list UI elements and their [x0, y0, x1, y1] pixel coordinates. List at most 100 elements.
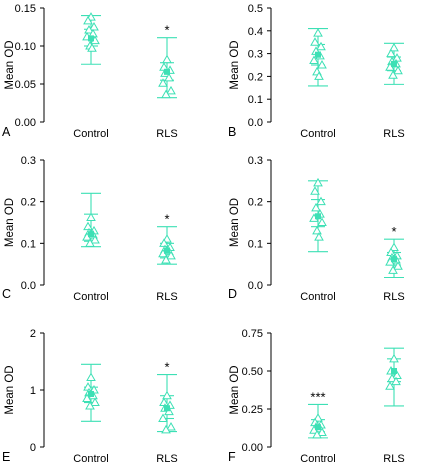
panel-b: 0.0 0.1 0.2 0.3 0.4 0.5 Mean OD B Control RLS — [228, 3, 405, 140]
data-point — [385, 381, 395, 390]
data-point — [388, 70, 398, 79]
y-tick-label: 0.25 — [242, 404, 263, 416]
group-control — [81, 363, 101, 422]
data-point — [388, 265, 398, 274]
data-point — [312, 429, 322, 439]
mean-marker — [164, 247, 170, 254]
y-tick-label: 0.1 — [248, 238, 263, 250]
x-tick-label: Control — [73, 291, 108, 303]
y-tick-label: 0.0 — [248, 117, 263, 129]
x-tick-label: RLS — [156, 291, 177, 303]
group-control: *** — [308, 389, 328, 439]
data-point — [389, 42, 399, 52]
data-point — [313, 177, 323, 187]
data-point — [82, 393, 92, 403]
group-control — [81, 12, 101, 65]
data-point — [90, 234, 100, 244]
data-point — [161, 424, 171, 434]
y-tick-label: 0.2 — [21, 197, 36, 209]
data-point — [161, 254, 171, 264]
data-point — [313, 28, 323, 37]
x-tick-label: RLS — [383, 128, 404, 140]
mean-marker — [315, 424, 321, 431]
panel-e: 0 1 2 Mean OD E Control RLS * — [2, 328, 178, 464]
data-point — [166, 422, 176, 431]
group-rls: * — [157, 23, 177, 99]
y-axis-label: Mean OD — [229, 198, 241, 247]
y-axis-label: Mean OD — [4, 40, 16, 89]
x-tick-label: RLS — [156, 128, 177, 140]
panel-f: 0.00 0.25 0.50 0.75 Mean OD F Control RLS *** — [228, 328, 405, 464]
x-tick-label: Control — [300, 128, 335, 140]
group-rls: * — [157, 360, 177, 434]
x-tick-label: Control — [73, 128, 108, 140]
panel-d: 0.0 0.1 0.2 0.3 Mean OD D Control RLS * — [228, 155, 405, 303]
significance-marker: * — [164, 23, 169, 38]
data-point — [391, 376, 401, 386]
data-point — [310, 186, 320, 195]
y-tick-label: 0.5 — [248, 3, 263, 15]
y-tick-label: 1 — [30, 385, 36, 397]
data-point — [316, 196, 326, 206]
panel-label: D — [228, 287, 237, 301]
y-tick-label: 0.75 — [242, 328, 263, 340]
data-point — [317, 427, 327, 437]
group-rls: * — [157, 212, 177, 265]
group-control — [308, 177, 328, 253]
y-tick-label: 0.00 — [242, 442, 263, 454]
data-point — [317, 59, 327, 69]
mean-marker — [391, 60, 397, 67]
y-tick-label: 0.3 — [248, 49, 263, 61]
y-tick-label: 0.15 — [15, 3, 36, 15]
significance-marker: * — [391, 224, 396, 239]
y-axis-label: Mean OD — [4, 198, 16, 247]
group-rls — [384, 347, 404, 407]
x-tick-label: RLS — [383, 453, 404, 464]
data-point — [87, 43, 97, 52]
y-tick-label: 0 — [30, 442, 36, 454]
data-point — [310, 37, 320, 46]
data-point — [393, 261, 403, 270]
mean-marker — [315, 51, 321, 58]
y-tick-label: 2 — [30, 328, 36, 340]
data-point — [89, 21, 99, 31]
y-tick-label: 0.0 — [21, 280, 36, 292]
data-point — [85, 400, 95, 410]
panel-label: F — [228, 450, 236, 464]
panel-label: A — [2, 125, 11, 139]
x-tick-label: RLS — [383, 291, 404, 303]
data-point — [164, 72, 174, 82]
data-point — [158, 413, 168, 422]
data-point — [162, 54, 172, 64]
data-point — [312, 225, 322, 235]
data-point — [86, 212, 96, 221]
y-axis-label: Mean OD — [229, 40, 241, 89]
data-point — [387, 373, 397, 383]
y-tick-label: 0.1 — [248, 94, 263, 106]
significance-marker: *** — [310, 389, 325, 404]
y-tick-label: 0.0 — [248, 280, 263, 292]
data-point — [317, 217, 327, 226]
data-point — [314, 232, 324, 241]
data-point — [309, 55, 319, 64]
data-point — [166, 85, 176, 95]
data-point — [386, 48, 396, 58]
data-point — [162, 390, 172, 400]
y-tick-label: 0.00 — [15, 117, 36, 129]
data-point — [393, 65, 403, 75]
mean-marker — [88, 231, 94, 238]
y-tick-label: 0.4 — [248, 26, 263, 38]
panel-label: E — [2, 450, 10, 464]
y-tick-label: 0.2 — [248, 197, 263, 209]
data-point — [85, 238, 95, 247]
group-rls: * — [384, 224, 404, 279]
x-tick-label: Control — [300, 453, 335, 464]
significance-marker: * — [164, 360, 169, 375]
group-control — [81, 192, 101, 248]
mean-marker — [88, 35, 94, 42]
data-point — [389, 353, 399, 363]
mean-marker — [315, 213, 321, 220]
panel-a: 0.00 0.05 0.10 0.15 Mean OD A Control RLS * — [2, 3, 178, 140]
panel-label: C — [2, 287, 11, 301]
